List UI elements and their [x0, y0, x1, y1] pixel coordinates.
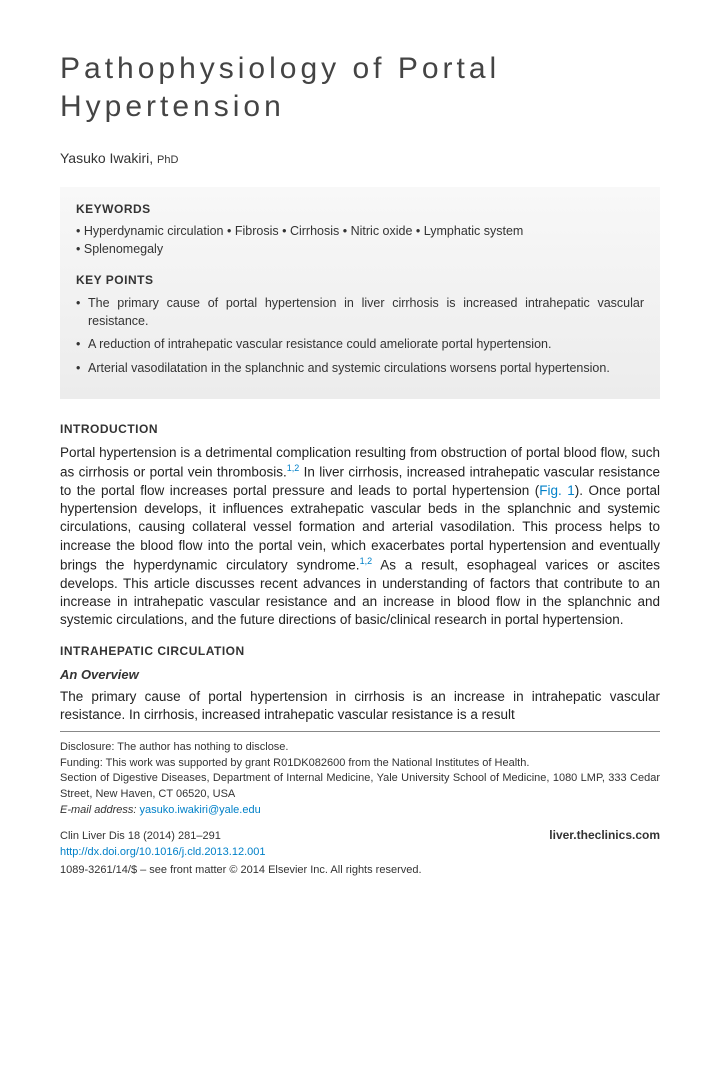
disclosure-text: Disclosure: The author has nothing to di… [60, 740, 660, 756]
keywords-keypoints-box: KEYWORDS Hyperdynamic circulation Fibros… [60, 187, 660, 400]
citation-ref[interactable]: 1,2 [360, 556, 373, 566]
footer-block: Disclosure: The author has nothing to di… [60, 740, 660, 880]
footer-divider [60, 731, 660, 732]
keypoint-item: The primary cause of portal hypertension… [76, 295, 644, 330]
email-link[interactable]: yasuko.iwakiri@yale.edu [139, 804, 260, 816]
keywords-heading: KEYWORDS [76, 201, 644, 218]
keywords-list: Hyperdynamic circulation Fibrosis Cirrho… [76, 223, 644, 258]
keyword: Nitric oxide [343, 224, 416, 238]
keyword: Lymphatic system [416, 224, 523, 238]
journal-left: Clin Liver Dis 18 (2014) 281–291 http://… [60, 829, 266, 861]
keypoints-heading: KEY POINTS [76, 272, 644, 289]
keyword: Fibrosis [227, 224, 282, 238]
email-line: E-mail address: yasuko.iwakiri@yale.edu [60, 803, 660, 819]
funding-text: Funding: This work was supported by gran… [60, 756, 660, 772]
keyword: Hyperdynamic circulation [76, 224, 227, 238]
email-label: E-mail address: [60, 804, 136, 816]
figure-ref[interactable]: Fig. 1 [539, 483, 575, 498]
doi-link[interactable]: http://dx.doi.org/10.1016/j.cld.2013.12.… [60, 845, 266, 861]
keypoint-item: A reduction of intrahepatic vascular res… [76, 336, 644, 354]
introduction-heading: INTRODUCTION [60, 421, 660, 438]
author-line: Yasuko Iwakiri, PhD [60, 149, 660, 169]
keywords-row: Hyperdynamic circulation Fibrosis Cirrho… [76, 223, 644, 241]
keypoint-item: Arterial vasodilatation in the splanchni… [76, 360, 644, 378]
author-degree: PhD [157, 154, 178, 166]
journal-row: Clin Liver Dis 18 (2014) 281–291 http://… [60, 827, 660, 861]
keypoints-list: The primary cause of portal hypertension… [76, 295, 644, 377]
affiliation-text: Section of Digestive Diseases, Departmen… [60, 771, 660, 803]
author-name: Yasuko Iwakiri, [60, 150, 153, 166]
journal-site[interactable]: liver.theclinics.com [549, 827, 660, 844]
article-title: Pathophysiology of Portal Hypertension [60, 50, 660, 125]
keyword: Cirrhosis [282, 224, 343, 238]
journal-citation: Clin Liver Dis 18 (2014) 281–291 [60, 829, 266, 845]
keywords-row: Splenomegaly [76, 241, 644, 259]
section-subheading: An Overview [60, 666, 660, 684]
section-heading: INTRAHEPATIC CIRCULATION [60, 643, 660, 660]
section-paragraph: The primary cause of portal hypertension… [60, 688, 660, 724]
copyright-text: 1089-3261/14/$ – see front matter © 2014… [60, 863, 660, 879]
keyword: Splenomegaly [76, 242, 163, 256]
introduction-paragraph: Portal hypertension is a detrimental com… [60, 444, 660, 629]
citation-ref[interactable]: 1,2 [287, 463, 300, 473]
